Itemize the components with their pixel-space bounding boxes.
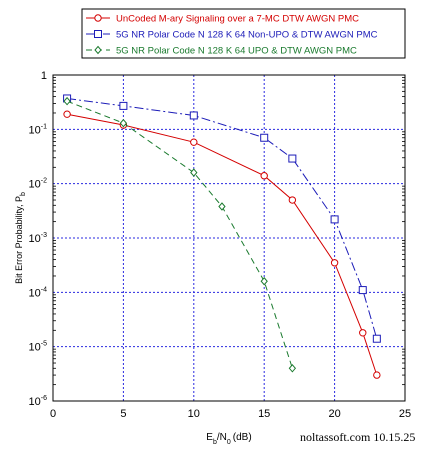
legend-entry: 5G NR Polar Code N 128 K 64 UPO & DTW AW… — [86, 46, 357, 57]
data-point — [63, 96, 71, 106]
legend-label: 5G NR Polar Code N 128 K 64 Non-UPO & DT… — [116, 30, 378, 41]
y-tick-label-exponent: -5 — [41, 341, 47, 348]
data-point — [218, 202, 226, 211]
y-axis-label-sub: b — [20, 192, 27, 196]
legend-label: UnCoded M-ary Signaling over a 7-MC DTW … — [116, 14, 359, 25]
legend-box — [81, 8, 406, 59]
y-tick-label-base: 10 — [29, 287, 41, 299]
y-axis-label: Bit Error Probability, Pb — [14, 192, 27, 284]
x-axis-label-sub-0: 0 — [227, 439, 231, 446]
data-point — [373, 371, 381, 379]
x-tick-label: 25 — [399, 408, 411, 420]
data-point — [358, 286, 367, 295]
series-1 — [63, 110, 381, 379]
y-tick-label: 10-3 — [29, 232, 48, 245]
plot-area-frame — [52, 74, 406, 402]
y-tick-label-base: 10 — [29, 179, 41, 191]
series-layer — [63, 94, 381, 379]
series-3 — [63, 96, 297, 373]
data-point — [63, 110, 71, 118]
y-tick-label: 10-5 — [29, 341, 48, 354]
series-line — [66, 100, 293, 369]
y-tick-label-exponent: -3 — [41, 232, 47, 239]
legend-entry: 5G NR Polar Code N 128 K 64 Non-UPO & DT… — [86, 30, 378, 41]
x-axis-label-n: /N — [217, 432, 227, 443]
x-tick-label: 15 — [258, 408, 270, 420]
y-tick-label: 1 — [41, 70, 47, 82]
x-axis-label-e: E — [206, 432, 213, 443]
data-point — [260, 133, 269, 142]
series-line — [67, 113, 378, 376]
y-tick-label-exponent: -4 — [41, 286, 47, 293]
y-tick-label: 10-2 — [29, 178, 48, 191]
y-tick-label: 10-4 — [29, 286, 48, 299]
x-axis-label-unit: (dB) — [233, 432, 252, 443]
data-point — [119, 101, 128, 110]
y-tick-label: 10-1 — [29, 123, 48, 136]
data-point — [330, 259, 339, 267]
data-point — [372, 334, 381, 343]
legend-entry: UnCoded M-ary Signaling over a 7-MC DTW … — [86, 14, 359, 25]
y-tick-label-base: 10 — [29, 342, 41, 354]
data-point — [94, 45, 102, 55]
series-2 — [63, 94, 381, 343]
y-tick-label-base: 10 — [29, 233, 41, 245]
grid — [53, 75, 405, 401]
y-axis-label-main: Bit Error Probability, P — [14, 196, 24, 284]
footer-credit: noltassoft.com 10.15.25 — [300, 430, 416, 444]
x-axis-label: Eb/N0 (dB) — [206, 432, 251, 446]
data-point — [190, 168, 198, 177]
y-tick-label-exponent: -2 — [41, 178, 47, 185]
y-tick-label-base: 10 — [29, 124, 41, 136]
data-point — [330, 215, 339, 224]
x-tick-label: 10 — [188, 408, 200, 420]
series-line — [67, 98, 378, 339]
y-tick-label-exponent: -6 — [41, 395, 47, 402]
data-point — [260, 276, 268, 286]
x-axis-label-sub-b: b — [213, 439, 217, 446]
data-point — [260, 172, 268, 180]
data-point — [189, 111, 198, 120]
data-point — [94, 14, 102, 22]
data-point — [190, 138, 198, 146]
x-tick-label: 0 — [50, 408, 56, 420]
y-tick-label: 10-6 — [29, 395, 48, 408]
y-tick-label-exponent: -1 — [41, 123, 47, 130]
y-tick-label-base: 1 — [41, 70, 47, 82]
data-point — [359, 329, 367, 337]
data-point — [119, 118, 128, 128]
legend: UnCoded M-ary Signaling over a 7-MC DTW … — [81, 8, 406, 59]
data-point — [288, 196, 297, 204]
data-point — [288, 364, 297, 373]
legend-label: 5G NR Polar Code N 128 K 64 UPO & DTW AW… — [116, 46, 357, 57]
data-point — [288, 154, 297, 163]
x-tick-label: 5 — [120, 408, 126, 420]
data-point — [94, 30, 102, 38]
x-tick-label: 20 — [328, 408, 340, 420]
y-tick-label-base: 10 — [29, 396, 41, 408]
